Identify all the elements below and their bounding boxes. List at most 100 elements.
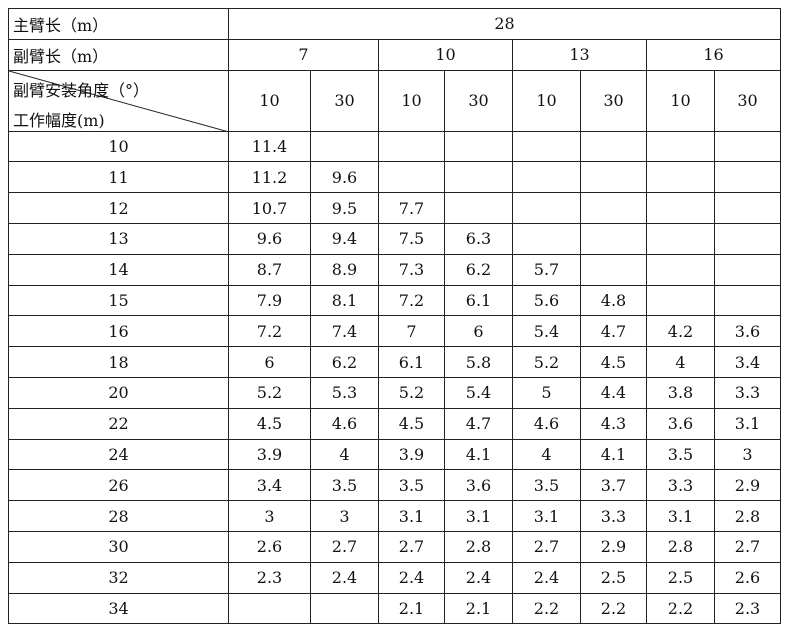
value-cell: 6.2 (310, 346, 379, 378)
data-row: 34 2.1 2.1 2.2 2.2 2.2 2.3 (8, 592, 781, 625)
value-cell: 3.3 (714, 376, 781, 409)
radius-cell: 26 (8, 469, 229, 502)
value-cell: 3.9 (228, 438, 311, 471)
value-cell: 2.7 (310, 530, 379, 563)
radius-cell: 30 (8, 530, 229, 563)
value-cell: 3.5 (378, 469, 445, 502)
value-cell (646, 253, 715, 286)
value-cell: 8.7 (228, 253, 311, 286)
value-cell: 4 (310, 438, 379, 471)
value-cell: 7 (378, 315, 445, 348)
value-cell: 2.3 (228, 561, 311, 594)
value-cell: 2.9 (580, 530, 647, 563)
radius-label: 工作幅度(m) (13, 110, 105, 130)
value-cell: 3 (310, 500, 379, 532)
value-cell (580, 161, 647, 194)
angle-cell: 10 (378, 69, 445, 132)
value-cell: 8.9 (310, 253, 379, 286)
value-cell: 3.5 (512, 469, 581, 502)
angle-cell: 10 (512, 69, 581, 132)
value-cell: 3.1 (714, 407, 781, 440)
value-cell (444, 161, 513, 194)
angle-cell: 30 (714, 69, 781, 132)
value-cell: 6 (228, 346, 311, 378)
radius-cell: 34 (8, 592, 229, 625)
value-cell (580, 192, 647, 224)
value-cell: 5 (512, 376, 581, 409)
value-cell: 4.7 (580, 315, 647, 348)
header-cell: 10 (378, 38, 513, 71)
value-cell: 3.8 (646, 376, 715, 409)
value-cell: 4.8 (580, 284, 647, 317)
data-row: 10 11.4 (8, 130, 781, 163)
data-row: 15 7.9 8.1 7.2 6.1 5.6 4.8 (8, 284, 781, 317)
value-cell: 11.4 (228, 130, 311, 163)
value-cell: 6.1 (444, 284, 513, 317)
value-cell: 3.3 (580, 500, 647, 532)
value-cell (444, 192, 513, 224)
value-cell: 2.7 (714, 530, 781, 563)
value-cell: 6.3 (444, 222, 513, 255)
value-cell: 2.6 (228, 530, 311, 563)
value-cell (646, 284, 715, 317)
value-cell: 2.6 (714, 561, 781, 594)
value-cell: 7.5 (378, 222, 445, 255)
value-cell: 4.5 (378, 407, 445, 440)
value-cell: 5.4 (512, 315, 581, 348)
diagonal-line (9, 70, 229, 132)
value-cell (310, 130, 379, 163)
value-cell: 5.7 (512, 253, 581, 286)
value-cell: 2.7 (378, 530, 445, 563)
value-cell (714, 161, 781, 194)
radius-cell: 12 (8, 192, 229, 224)
angle-label: 副臂安装角度（°） (13, 80, 150, 100)
value-cell: 3.7 (580, 469, 647, 502)
value-cell (580, 222, 647, 255)
radius-cell: 10 (8, 130, 229, 163)
value-cell: 2.5 (580, 561, 647, 594)
value-cell (714, 253, 781, 286)
value-cell: 2.8 (444, 530, 513, 563)
value-cell: 3.4 (228, 469, 311, 502)
data-row: 22 4.5 4.6 4.5 4.7 4.6 4.3 3.6 3.1 (8, 407, 781, 440)
value-cell: 5.3 (310, 376, 379, 409)
angle-cell: 10 (646, 69, 715, 132)
value-cell: 3.4 (714, 346, 781, 378)
value-cell (580, 130, 647, 163)
value-cell: 2.9 (714, 469, 781, 502)
value-cell: 2.4 (378, 561, 445, 594)
value-cell (646, 192, 715, 224)
value-cell: 2.2 (512, 592, 581, 625)
data-row: 13 9.6 9.4 7.5 6.3 (8, 222, 781, 255)
header-row: 主臂长（m） 28 (8, 8, 781, 40)
value-cell: 5.8 (444, 346, 513, 378)
value-cell: 2.8 (714, 500, 781, 532)
value-cell: 4.2 (646, 315, 715, 348)
value-cell: 6.2 (444, 253, 513, 286)
table-body: 主臂长（m） 28 副臂长（m） 7 10 13 16 副臂安装角度（°） 工作… (8, 8, 781, 625)
value-cell: 3.1 (378, 500, 445, 532)
value-cell: 7.3 (378, 253, 445, 286)
value-cell (512, 222, 581, 255)
header-row: 副臂长（m） 7 10 13 16 (8, 38, 781, 71)
header-cell: 副臂长（m） (8, 38, 229, 71)
value-cell (310, 592, 379, 625)
radius-cell: 28 (8, 500, 229, 532)
radius-cell: 14 (8, 253, 229, 286)
value-cell: 4.1 (444, 438, 513, 471)
value-cell: 2.7 (512, 530, 581, 563)
value-cell: 7.2 (378, 284, 445, 317)
value-cell: 4.5 (228, 407, 311, 440)
value-cell: 10.7 (228, 192, 311, 224)
value-cell: 9.5 (310, 192, 379, 224)
data-row: 20 5.2 5.3 5.2 5.4 5 4.4 3.8 3.3 (8, 376, 781, 409)
angle-cell: 30 (444, 69, 513, 132)
value-cell: 4.3 (580, 407, 647, 440)
angle-cell: 30 (310, 69, 379, 132)
value-cell: 9.4 (310, 222, 379, 255)
value-cell: 5.2 (228, 376, 311, 409)
value-cell: 9.6 (228, 222, 311, 255)
value-cell: 3 (714, 438, 781, 471)
value-cell: 5.6 (512, 284, 581, 317)
